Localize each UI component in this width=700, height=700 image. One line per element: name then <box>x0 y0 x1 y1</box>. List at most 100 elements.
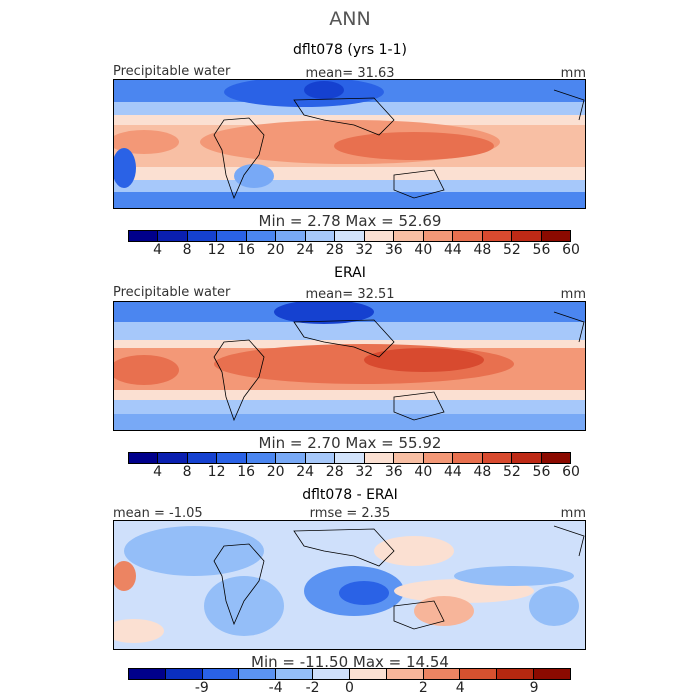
colorbar-tick-label: 2 <box>418 680 428 696</box>
colorbar-tick-label: 32 <box>355 242 374 258</box>
panel-2-field <box>114 302 585 430</box>
colorbar-swatch <box>202 669 240 679</box>
colorbar-tick-label: 44 <box>443 242 462 258</box>
colorbar-tick-label: 48 <box>473 464 492 480</box>
panel-2-variable-label: Precipitable water <box>113 285 231 300</box>
colorbar-swatch <box>541 231 571 241</box>
colorbar-tick-label: 36 <box>384 242 403 258</box>
panel-1-minmax: Min = 2.78 Max = 52.69 <box>258 212 442 230</box>
colorbar-tick-label: -9 <box>194 680 209 696</box>
colorbar-swatch <box>276 669 314 679</box>
colorbar-swatch <box>217 231 247 241</box>
colorbar-tick-label: 28 <box>325 464 344 480</box>
colorbar-tick-label: 56 <box>532 464 551 480</box>
colorbar-swatch <box>165 669 203 679</box>
colorbar-tick-label: 8 <box>182 464 192 480</box>
colorbar-swatch <box>512 231 542 241</box>
colorbar-tick-label: 56 <box>532 242 551 258</box>
colorbar-swatch <box>129 231 159 241</box>
colorbar-tick-label: 20 <box>266 242 285 258</box>
colorbar-swatch <box>512 453 542 463</box>
colorbar-tick-label: 9 <box>529 680 539 696</box>
panel-2-minmax: Min = 2.70 Max = 55.92 <box>258 434 442 452</box>
colorbar-swatch <box>453 453 483 463</box>
panel-2-units-label: mm <box>560 287 586 302</box>
panel-1-map <box>113 79 586 209</box>
colorbar-tick-label: 4 <box>455 680 465 696</box>
colorbar-swatch <box>453 231 483 241</box>
colorbar-tick-label: 24 <box>296 464 315 480</box>
colorbar-swatch <box>187 231 218 241</box>
colorbar-tick-label: 52 <box>503 464 521 480</box>
colorbar-swatch <box>386 669 424 679</box>
panel-2-title: ERAI <box>334 265 366 281</box>
colorbar-tick-label: 24 <box>296 242 315 258</box>
colorbar-tick-label: 40 <box>414 242 433 258</box>
colorbar-swatch <box>423 669 461 679</box>
panel-3-colorbar-ticks: -9 -4 -2 0 2 4 9 <box>128 680 571 696</box>
colorbar-tick-label: 20 <box>266 464 285 480</box>
colorbar-swatch <box>349 669 387 679</box>
colorbar-swatch <box>305 231 336 241</box>
panel-2-colorbar-ticks: 4 8 12 16 20 24 28 32 36 40 44 48 52 56 60 <box>128 464 580 480</box>
figure-title: ANN <box>329 8 371 30</box>
colorbar-swatch <box>158 453 188 463</box>
panel-1-colorbar <box>128 230 571 242</box>
colorbar-swatch <box>246 453 277 463</box>
panel-1-field <box>114 80 585 208</box>
colorbar-swatch <box>534 669 570 679</box>
colorbar-tick-label: 12 <box>207 464 226 480</box>
panel-1-colorbar-ticks: 4 8 12 16 20 24 28 32 36 40 44 48 52 56 60 <box>128 242 580 258</box>
colorbar-tick-label: 4 <box>153 464 162 480</box>
colorbar-tick-label: 16 <box>237 464 256 480</box>
colorbar-swatch <box>460 669 498 679</box>
colorbar-tick-label: -4 <box>268 680 283 696</box>
panel-1-variable-label: Precipitable water <box>113 64 231 79</box>
colorbar-tick-label: 4 <box>153 242 162 258</box>
colorbar-swatch <box>482 231 513 241</box>
colorbar-tick-label: 44 <box>443 464 462 480</box>
colorbar-swatch <box>246 231 277 241</box>
colorbar-swatch <box>364 453 395 463</box>
panel-3-field <box>114 521 585 649</box>
colorbar-swatch <box>239 669 277 679</box>
colorbar-swatch <box>541 453 571 463</box>
colorbar-tick-label: 0 <box>345 680 354 696</box>
colorbar-swatch <box>364 231 395 241</box>
colorbar-swatch <box>423 231 454 241</box>
colorbar-swatch <box>394 231 424 241</box>
colorbar-tick-label: 40 <box>414 464 433 480</box>
colorbar-swatch <box>187 453 218 463</box>
colorbar-tick-label: 12 <box>207 242 226 258</box>
colorbar-swatch <box>394 453 424 463</box>
colorbar-tick-label: 16 <box>237 242 256 258</box>
panel-2-mean-label: mean= 32.51 <box>305 287 395 302</box>
colorbar-swatch <box>129 669 166 679</box>
colorbar-swatch <box>423 453 454 463</box>
colorbar-swatch <box>482 453 513 463</box>
colorbar-swatch <box>313 669 350 679</box>
colorbar-swatch <box>129 453 159 463</box>
colorbar-swatch <box>335 453 365 463</box>
colorbar-tick-label: -2 <box>305 680 320 696</box>
panel-3-colorbar <box>128 668 571 680</box>
colorbar-swatch <box>305 453 336 463</box>
colorbar-tick-label: 48 <box>473 242 492 258</box>
colorbar-tick-label: 36 <box>384 464 403 480</box>
panel-3-minmax: Min = -11.50 Max = 14.54 <box>251 653 449 671</box>
colorbar-tick-label: 60 <box>562 464 580 480</box>
colorbar-swatch <box>217 453 247 463</box>
colorbar-swatch <box>158 231 188 241</box>
panel-3-units-label: mm <box>560 506 586 521</box>
panel-3-map <box>113 520 586 650</box>
colorbar-tick-label: 60 <box>562 242 580 258</box>
colorbar-tick-label: 32 <box>355 464 374 480</box>
panel-1-title: dflt078 (yrs 1-1) <box>293 42 407 58</box>
panel-2-map <box>113 301 586 431</box>
colorbar-tick-label: 52 <box>503 242 521 258</box>
panel-3-mean-label: mean = -1.05 <box>113 506 203 521</box>
colorbar-tick-label: 28 <box>325 242 344 258</box>
colorbar-swatch <box>276 231 306 241</box>
panel-3-title: dflt078 - ERAI <box>302 487 398 503</box>
colorbar-tick-label: 8 <box>182 242 192 258</box>
